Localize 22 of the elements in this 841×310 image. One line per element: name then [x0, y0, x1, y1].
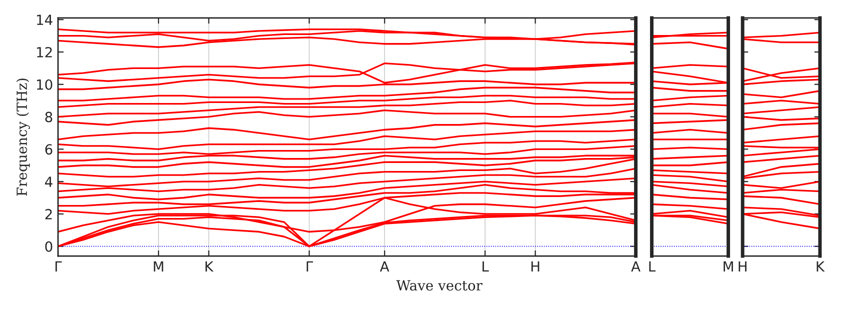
y-tick-label: 2: [45, 208, 52, 220]
y-axis-title: Frequency (THz): [16, 78, 30, 196]
y-tick-label: 6: [45, 144, 52, 155]
y-tick-label: 0: [45, 241, 52, 252]
x-tick-label: M: [154, 261, 164, 272]
x-tick-label: Γ: [306, 261, 314, 272]
x-tick-label: H: [531, 261, 540, 272]
x-tick-label: M: [724, 261, 733, 272]
y-tick-label: 10: [37, 79, 52, 90]
x-tick-label: K: [206, 261, 214, 272]
x-tick-label: H: [738, 261, 746, 272]
y-tick-label: 14: [37, 14, 52, 25]
x-tick-label: L: [649, 261, 656, 272]
y-tick-label: 12: [37, 46, 52, 58]
y-tick-label: 4: [45, 176, 52, 187]
y-tick-label: 8: [45, 112, 52, 122]
x-tick-label: Γ: [56, 261, 62, 272]
x-tick-label: A: [380, 261, 390, 272]
x-tick-label: K: [816, 261, 825, 272]
x-axis-title: Wave vector: [396, 280, 482, 291]
x-tick-label: A: [631, 261, 640, 272]
x-tick-label: L: [482, 261, 489, 272]
